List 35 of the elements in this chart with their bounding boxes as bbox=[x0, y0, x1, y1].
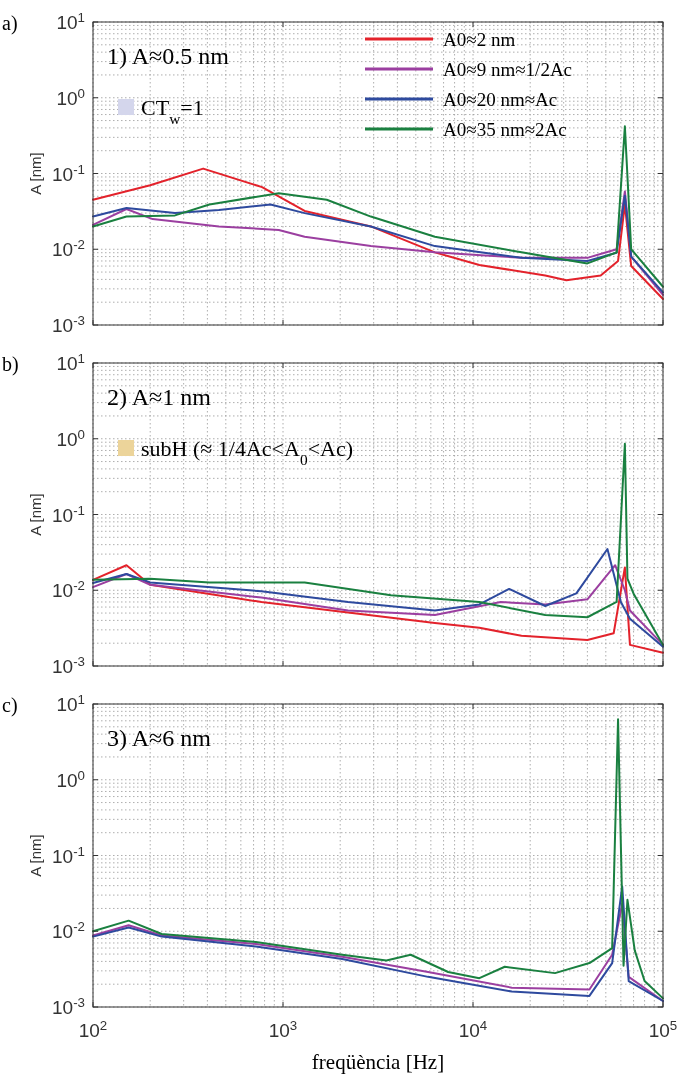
x-tick-label: 10$^{5}$ bbox=[648, 1017, 678, 1041]
annotation: 2) A≈1 nm bbox=[107, 384, 212, 410]
y-tick-label: 10$^{-1}$ bbox=[52, 843, 85, 867]
y-axis-title: A [nm] bbox=[27, 493, 44, 536]
y-tick-label: 10$^{-3}$ bbox=[52, 994, 85, 1018]
legend-label: A0≈9 nm≈1/2Ac bbox=[443, 59, 573, 80]
legend-label: A0≈20 nm≈Ac bbox=[443, 89, 558, 110]
y-tick-label: 10$^{-1}$ bbox=[52, 161, 85, 185]
x-tick-label: 10$^{4}$ bbox=[458, 1017, 488, 1041]
y-tick-label: 10$^{-3}$ bbox=[52, 653, 85, 677]
x-axis-title: freqüència [Hz] bbox=[311, 1050, 445, 1074]
annotation: 3) A≈6 nm bbox=[107, 725, 212, 751]
y-tick-label: 10$^{0}$ bbox=[56, 426, 85, 450]
y-axis-title: A [nm] bbox=[27, 152, 44, 195]
y-tick-label: 10$^{-2}$ bbox=[52, 918, 85, 943]
y-tick-label: 10$^{-1}$ bbox=[52, 502, 85, 526]
y-tick-label: 10$^{-3}$ bbox=[52, 312, 85, 336]
annotation: 1) A≈0.5 nm bbox=[107, 43, 230, 69]
legend-label: A0≈35 nm≈2Ac bbox=[443, 119, 567, 140]
text: c) bbox=[2, 694, 18, 717]
y-tick-label: 10$^{0}$ bbox=[56, 767, 85, 791]
y-tick-label: 10$^{1}$ bbox=[56, 691, 85, 715]
y-tick-label: 10$^{-2}$ bbox=[52, 577, 85, 602]
y-tick-label: 10$^{-2}$ bbox=[52, 236, 85, 261]
x-tick-label: 10$^{3}$ bbox=[268, 1017, 298, 1041]
y-axis-title: A [nm] bbox=[27, 834, 44, 877]
legend-label: A0≈2 nm bbox=[443, 29, 516, 50]
annotation: CT$_{w}$=1 bbox=[141, 95, 204, 127]
y-tick-label: 10$^{1}$ bbox=[56, 350, 85, 374]
y-tick-label: 10$^{0}$ bbox=[56, 85, 85, 109]
annotation: subH (≈ 1/4Ac<A$_{0}$<Ac) bbox=[141, 436, 354, 468]
text: a) bbox=[2, 12, 18, 35]
text: b) bbox=[2, 353, 19, 376]
y-tick-label: 10$^{1}$ bbox=[56, 9, 85, 33]
x-tick-label: 10$^{2}$ bbox=[78, 1017, 108, 1041]
